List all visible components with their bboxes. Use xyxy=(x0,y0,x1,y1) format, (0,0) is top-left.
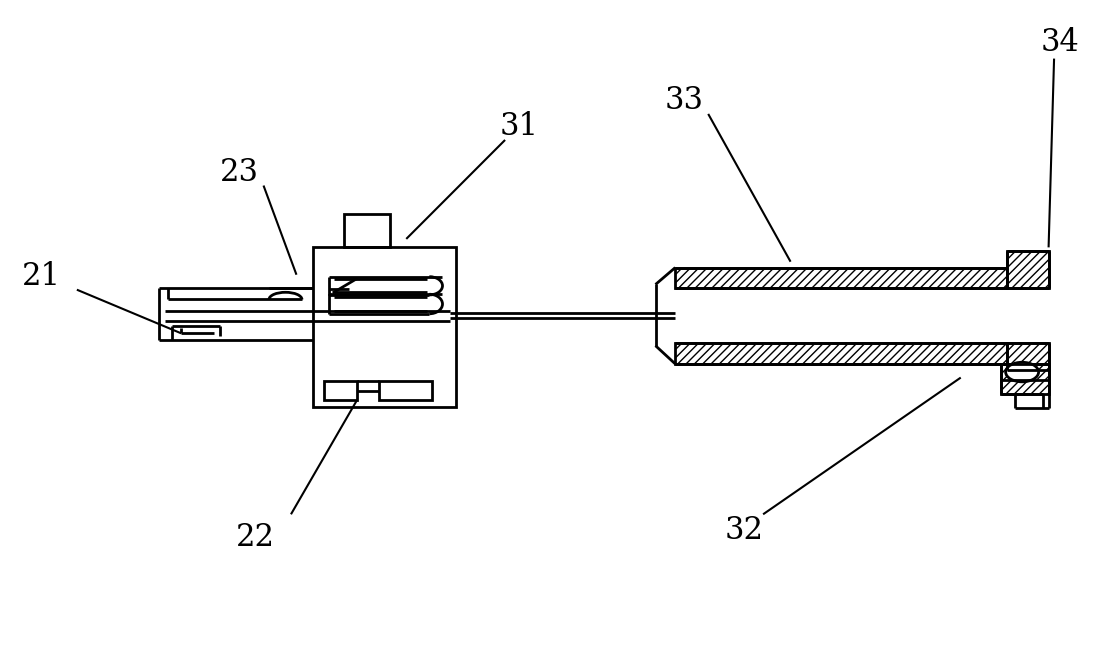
Bar xyxy=(1001,364,1049,394)
Text: 33: 33 xyxy=(664,85,704,117)
Bar xyxy=(379,381,432,400)
Bar xyxy=(313,247,456,407)
Text: 21: 21 xyxy=(22,261,61,292)
Text: 22: 22 xyxy=(236,521,276,553)
Ellipse shape xyxy=(1006,362,1039,381)
Text: 31: 31 xyxy=(500,111,539,143)
Bar xyxy=(675,268,1007,288)
Bar xyxy=(344,214,390,247)
Text: 32: 32 xyxy=(725,515,764,546)
Bar xyxy=(1007,251,1049,288)
Text: 34: 34 xyxy=(1040,27,1079,58)
Bar xyxy=(1007,343,1049,370)
Text: 23: 23 xyxy=(220,157,259,188)
Bar xyxy=(324,381,357,400)
Bar xyxy=(675,343,1007,364)
